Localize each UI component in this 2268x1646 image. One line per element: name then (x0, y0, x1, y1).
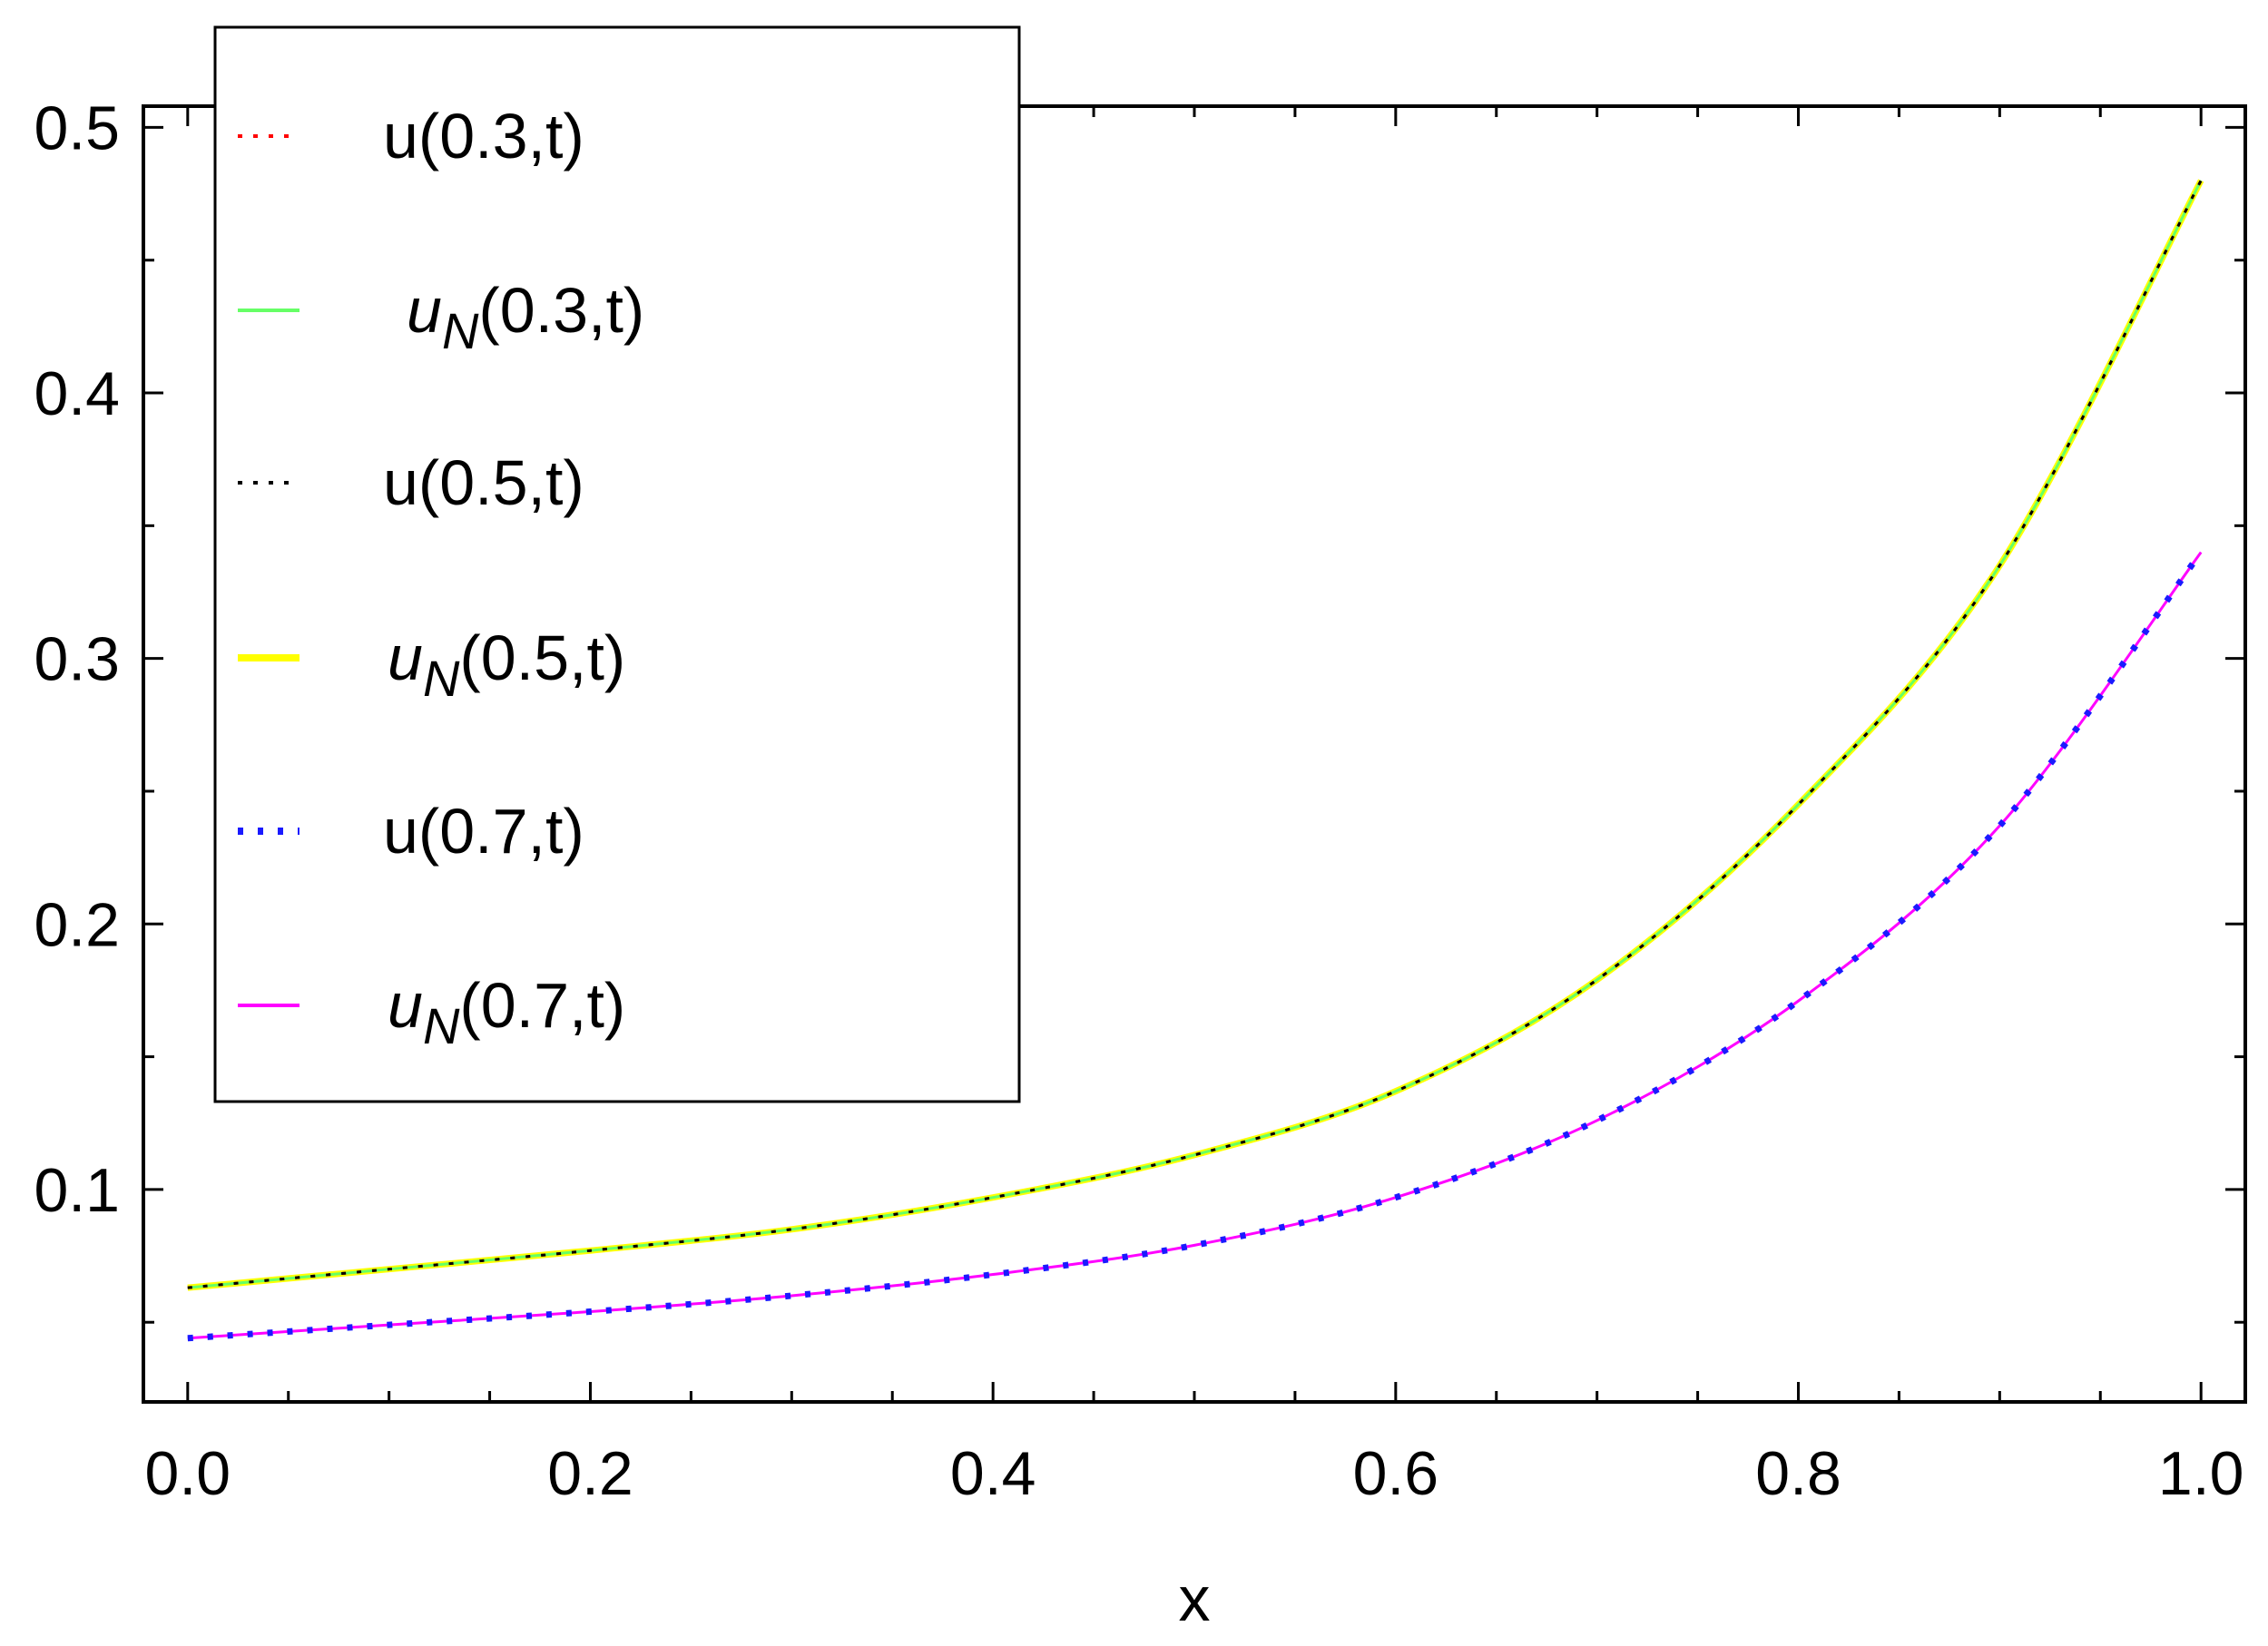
series-line-4 (187, 550, 2204, 1342)
legend: u(0.3,t) uN(0.3,t) u(0.5,t) uN(0.5,t) u(0.7,… (213, 25, 1021, 1103)
legend-label: uN(0.7,t) (388, 970, 625, 1054)
legend-box (213, 25, 1021, 1103)
legend-label: u(0.3,t) (383, 101, 584, 171)
x-tick-label: 0.2 (547, 1439, 633, 1508)
legend-label: uN(0.3,t) (407, 275, 644, 359)
y-tick-label: 0.1 (34, 1156, 120, 1225)
legend-items: u(0.3,t) uN(0.3,t) u(0.5,t) uN(0.5,t) u(0.7,… (238, 101, 644, 1054)
y-tick-label: 0.4 (34, 359, 120, 428)
series-layer (187, 179, 2204, 1342)
y-tick-label: 0.2 (34, 890, 120, 959)
legend-label: uN(0.5,t) (388, 622, 625, 707)
y-tick-label: 0.3 (34, 625, 120, 694)
x-tick-label: 0.0 (145, 1439, 231, 1508)
x-axis-label: x (1179, 1563, 1211, 1634)
x-tick-label: 1.0 (2158, 1439, 2244, 1508)
tick-labels-layer: 0.0 0.2 0.4 0.6 0.8 1.0 0.1 0.2 0.3 0.4 0.5 (34, 93, 2243, 1508)
series-line-1 (187, 180, 2203, 1289)
legend-label: u(0.5,t) (383, 447, 584, 518)
x-tick-label: 0.6 (1353, 1439, 1439, 1508)
y-tick-label: 0.5 (34, 93, 120, 162)
x-tick-label: 0.8 (1755, 1439, 1841, 1508)
x-tick-label: 0.4 (950, 1439, 1036, 1508)
plot-frame (142, 104, 2247, 1404)
legend-label: u(0.7,t) (383, 796, 584, 867)
